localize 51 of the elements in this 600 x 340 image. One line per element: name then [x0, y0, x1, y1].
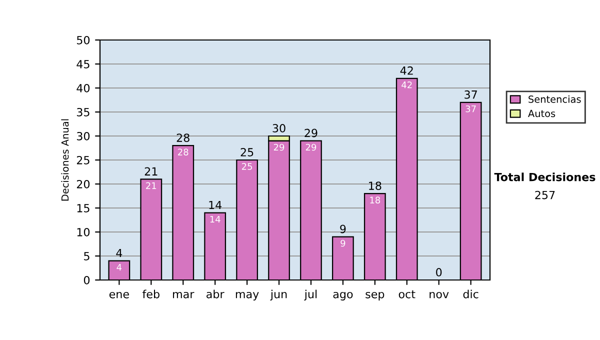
x-tick-label: jul — [304, 290, 317, 300]
total-label: 9 — [340, 224, 346, 234]
text: 257 — [535, 190, 555, 200]
text: Total Decisiones — [494, 172, 596, 182]
total-label: 37 — [464, 90, 477, 99]
data-label: 21 — [146, 182, 156, 189]
y-tick-label: 15 — [77, 204, 90, 212]
total-label: 25 — [240, 148, 254, 156]
y-tick-label: 45 — [76, 60, 90, 68]
y-tick-label: 30 — [76, 132, 90, 140]
data-label: 37 — [466, 105, 476, 112]
x-tick-label: abr — [206, 290, 224, 298]
x-tick-label: mar — [173, 292, 194, 298]
total-label: 18 — [369, 182, 382, 190]
legend-label: Autos — [528, 110, 556, 118]
data-label: 25 — [242, 163, 252, 170]
y-tick-label: 35 — [76, 108, 90, 116]
total-label: 4 — [116, 248, 122, 258]
x-tick-label: nov — [430, 292, 449, 298]
data-label: 29 — [306, 144, 316, 151]
data-label: 42 — [402, 81, 412, 88]
y-tick-label: 10 — [77, 228, 90, 236]
total-label: 29 — [304, 128, 318, 138]
y-tick-label: 25 — [76, 156, 90, 164]
x-tick-label: ene — [109, 292, 129, 298]
x-tick-label: ago — [333, 292, 353, 300]
x-tick-label: feb — [142, 290, 160, 298]
data-label: 9 — [340, 240, 346, 247]
data-label: 28 — [178, 148, 188, 156]
total-label: 28 — [176, 134, 190, 142]
x-tick-label: may — [236, 292, 259, 300]
x-tick-label: dic — [463, 290, 478, 298]
x-tick-label: sep — [366, 292, 384, 300]
y-tick-label: 40 — [76, 84, 90, 92]
total-label: 42 — [400, 66, 413, 75]
y-tick-label: 50 — [76, 36, 90, 44]
y-tick-label: 0 — [84, 276, 90, 284]
y-tick-label: 20 — [76, 180, 90, 188]
data-label: 18 — [370, 196, 380, 204]
x-tick-label: jun — [270, 290, 287, 300]
data-label: 4 — [116, 264, 122, 271]
y-axis-title: Decisiones Anual — [61, 119, 69, 201]
total-label: 14 — [209, 200, 222, 210]
data-label: 29 — [274, 144, 284, 151]
total-label: 30 — [272, 124, 286, 132]
legend-label: Sentencias — [528, 95, 581, 103]
total-label: 21 — [144, 167, 158, 176]
total-label: 0 — [436, 268, 442, 276]
data-label: 14 — [210, 216, 220, 223]
x-tick-label: oct — [398, 290, 416, 298]
y-tick-label: 5 — [84, 252, 90, 260]
